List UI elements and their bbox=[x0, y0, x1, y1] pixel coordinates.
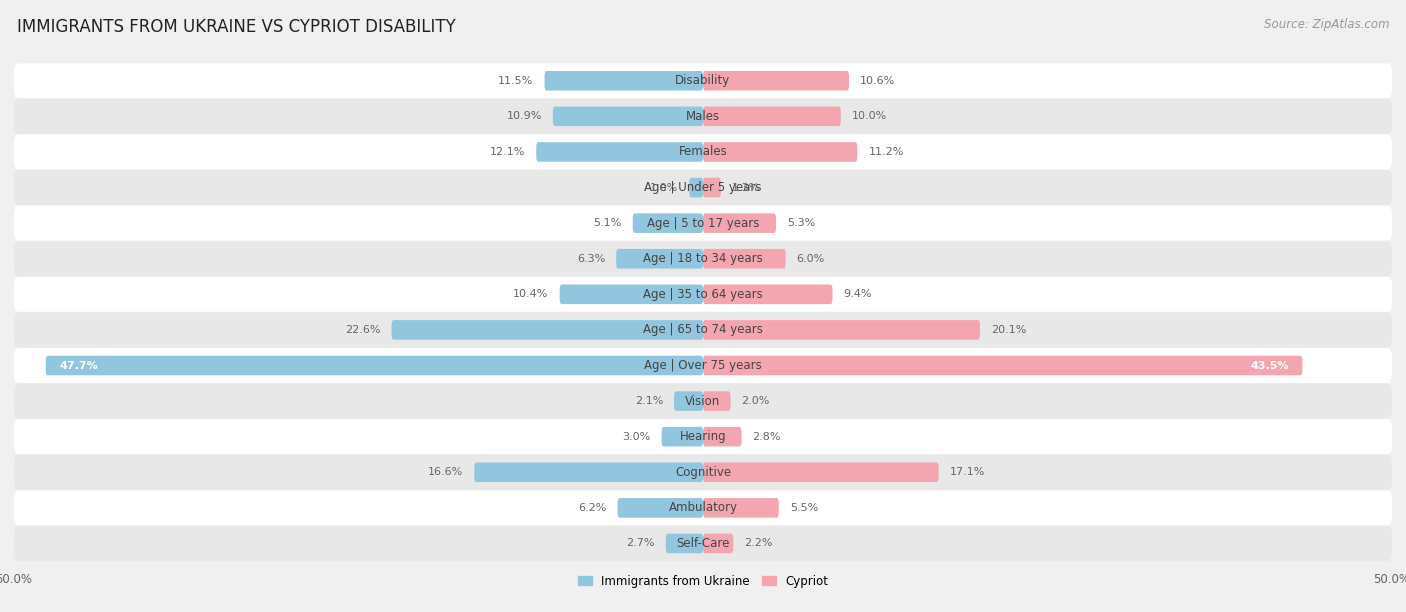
Text: 2.0%: 2.0% bbox=[741, 396, 770, 406]
Text: Females: Females bbox=[679, 146, 727, 159]
Text: 17.1%: 17.1% bbox=[949, 468, 986, 477]
Text: Self-Care: Self-Care bbox=[676, 537, 730, 550]
FancyBboxPatch shape bbox=[14, 206, 1392, 241]
Text: Age | Over 75 years: Age | Over 75 years bbox=[644, 359, 762, 372]
Text: Cognitive: Cognitive bbox=[675, 466, 731, 479]
Text: Age | 18 to 34 years: Age | 18 to 34 years bbox=[643, 252, 763, 265]
Text: 10.6%: 10.6% bbox=[860, 76, 896, 86]
FancyBboxPatch shape bbox=[703, 71, 849, 91]
Text: Age | 35 to 64 years: Age | 35 to 64 years bbox=[643, 288, 763, 301]
Text: Disability: Disability bbox=[675, 74, 731, 88]
Text: 6.2%: 6.2% bbox=[578, 503, 606, 513]
FancyBboxPatch shape bbox=[703, 498, 779, 518]
FancyBboxPatch shape bbox=[14, 490, 1392, 525]
Text: 43.5%: 43.5% bbox=[1250, 360, 1289, 370]
Text: Source: ZipAtlas.com: Source: ZipAtlas.com bbox=[1264, 18, 1389, 31]
FancyBboxPatch shape bbox=[392, 320, 703, 340]
Text: 12.1%: 12.1% bbox=[489, 147, 526, 157]
Text: 20.1%: 20.1% bbox=[991, 325, 1026, 335]
FancyBboxPatch shape bbox=[14, 348, 1392, 383]
Text: 5.3%: 5.3% bbox=[787, 218, 815, 228]
FancyBboxPatch shape bbox=[616, 249, 703, 269]
FancyBboxPatch shape bbox=[689, 177, 703, 197]
FancyBboxPatch shape bbox=[560, 285, 703, 304]
FancyBboxPatch shape bbox=[536, 142, 703, 162]
FancyBboxPatch shape bbox=[662, 427, 703, 447]
FancyBboxPatch shape bbox=[703, 106, 841, 126]
FancyBboxPatch shape bbox=[14, 526, 1392, 561]
FancyBboxPatch shape bbox=[553, 106, 703, 126]
Text: 16.6%: 16.6% bbox=[427, 468, 463, 477]
Text: 9.4%: 9.4% bbox=[844, 289, 872, 299]
Text: 10.9%: 10.9% bbox=[506, 111, 541, 121]
Text: 6.0%: 6.0% bbox=[797, 254, 825, 264]
Text: 10.4%: 10.4% bbox=[513, 289, 548, 299]
FancyBboxPatch shape bbox=[673, 391, 703, 411]
Text: 5.5%: 5.5% bbox=[790, 503, 818, 513]
Text: 11.5%: 11.5% bbox=[498, 76, 533, 86]
FancyBboxPatch shape bbox=[703, 214, 776, 233]
FancyBboxPatch shape bbox=[14, 99, 1392, 134]
Text: 2.2%: 2.2% bbox=[744, 539, 773, 548]
Text: 47.7%: 47.7% bbox=[59, 360, 98, 370]
Text: Hearing: Hearing bbox=[679, 430, 727, 443]
Text: 2.8%: 2.8% bbox=[752, 431, 782, 442]
FancyBboxPatch shape bbox=[703, 356, 1302, 375]
FancyBboxPatch shape bbox=[633, 214, 703, 233]
Text: IMMIGRANTS FROM UKRAINE VS CYPRIOT DISABILITY: IMMIGRANTS FROM UKRAINE VS CYPRIOT DISAB… bbox=[17, 18, 456, 36]
FancyBboxPatch shape bbox=[14, 313, 1392, 348]
Text: Age | Under 5 years: Age | Under 5 years bbox=[644, 181, 762, 194]
FancyBboxPatch shape bbox=[703, 142, 858, 162]
Text: Age | 65 to 74 years: Age | 65 to 74 years bbox=[643, 323, 763, 337]
Text: 1.3%: 1.3% bbox=[733, 182, 761, 193]
FancyBboxPatch shape bbox=[703, 391, 731, 411]
FancyBboxPatch shape bbox=[14, 455, 1392, 490]
Text: 2.7%: 2.7% bbox=[626, 539, 655, 548]
FancyBboxPatch shape bbox=[14, 419, 1392, 454]
FancyBboxPatch shape bbox=[14, 277, 1392, 312]
FancyBboxPatch shape bbox=[703, 320, 980, 340]
FancyBboxPatch shape bbox=[703, 285, 832, 304]
Text: 2.1%: 2.1% bbox=[634, 396, 664, 406]
Text: Males: Males bbox=[686, 110, 720, 123]
Text: 10.0%: 10.0% bbox=[852, 111, 887, 121]
FancyBboxPatch shape bbox=[703, 427, 741, 447]
Legend: Immigrants from Ukraine, Cypriot: Immigrants from Ukraine, Cypriot bbox=[574, 570, 832, 592]
Text: Age | 5 to 17 years: Age | 5 to 17 years bbox=[647, 217, 759, 230]
FancyBboxPatch shape bbox=[14, 170, 1392, 205]
Text: 1.0%: 1.0% bbox=[650, 182, 678, 193]
FancyBboxPatch shape bbox=[617, 498, 703, 518]
FancyBboxPatch shape bbox=[666, 534, 703, 553]
FancyBboxPatch shape bbox=[14, 241, 1392, 276]
FancyBboxPatch shape bbox=[14, 384, 1392, 419]
FancyBboxPatch shape bbox=[703, 177, 721, 197]
Text: 6.3%: 6.3% bbox=[576, 254, 605, 264]
FancyBboxPatch shape bbox=[703, 534, 734, 553]
Text: 11.2%: 11.2% bbox=[869, 147, 904, 157]
FancyBboxPatch shape bbox=[544, 71, 703, 91]
FancyBboxPatch shape bbox=[46, 356, 703, 375]
Text: Ambulatory: Ambulatory bbox=[668, 501, 738, 514]
FancyBboxPatch shape bbox=[703, 463, 939, 482]
Text: Vision: Vision bbox=[685, 395, 721, 408]
FancyBboxPatch shape bbox=[474, 463, 703, 482]
Text: 3.0%: 3.0% bbox=[623, 431, 651, 442]
FancyBboxPatch shape bbox=[703, 249, 786, 269]
FancyBboxPatch shape bbox=[14, 135, 1392, 170]
Text: 22.6%: 22.6% bbox=[344, 325, 381, 335]
Text: 5.1%: 5.1% bbox=[593, 218, 621, 228]
FancyBboxPatch shape bbox=[14, 63, 1392, 98]
